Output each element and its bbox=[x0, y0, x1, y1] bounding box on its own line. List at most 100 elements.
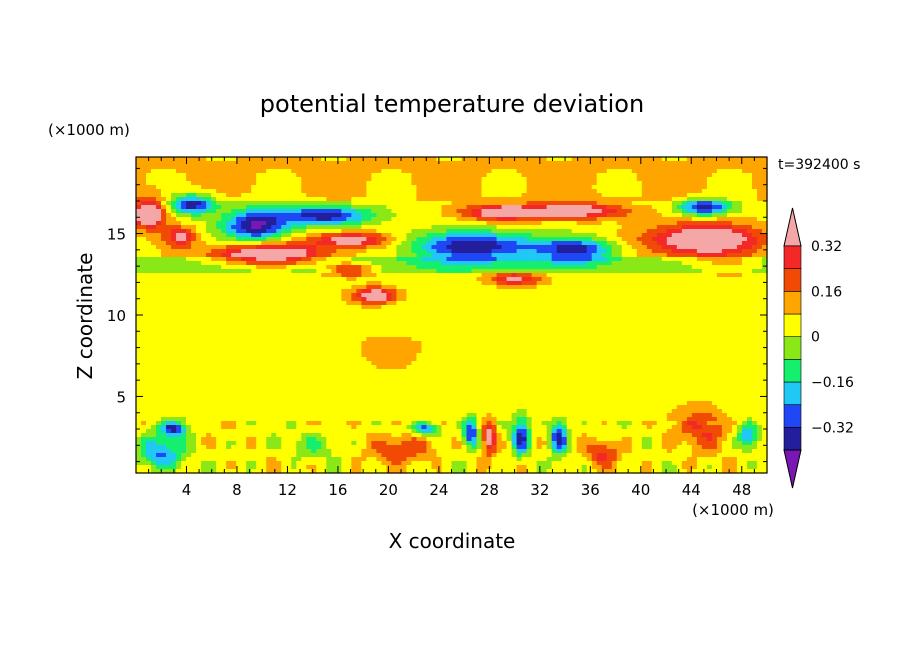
field-cell bbox=[761, 281, 768, 286]
field-cell bbox=[136, 201, 142, 206]
field-cell bbox=[556, 233, 563, 238]
field-cell bbox=[526, 253, 533, 258]
field-cell bbox=[356, 313, 362, 318]
field-cell bbox=[466, 281, 473, 286]
field-cell bbox=[541, 181, 548, 186]
field-cell bbox=[751, 209, 758, 214]
field-cell bbox=[686, 197, 693, 202]
field-cell bbox=[651, 221, 658, 226]
field-cell bbox=[456, 297, 463, 302]
field-cell bbox=[471, 229, 478, 234]
field-cell bbox=[236, 205, 242, 210]
field-cell bbox=[446, 217, 453, 222]
field-cell bbox=[491, 297, 498, 302]
field-cell bbox=[426, 205, 433, 210]
field-cell bbox=[316, 293, 322, 298]
field-cell bbox=[736, 221, 743, 226]
field-cell bbox=[201, 205, 207, 210]
field-cell bbox=[146, 169, 152, 174]
field-cell bbox=[396, 213, 403, 218]
field-cell bbox=[306, 221, 312, 226]
field-cell bbox=[166, 225, 172, 230]
field-cell bbox=[671, 237, 678, 242]
field-cell bbox=[136, 269, 142, 274]
field-cell bbox=[496, 185, 503, 190]
field-cell bbox=[756, 241, 763, 246]
field-cell bbox=[361, 257, 367, 262]
field-cell bbox=[646, 273, 653, 278]
field-cell bbox=[761, 309, 768, 314]
field-cell bbox=[226, 313, 232, 318]
field-cell bbox=[556, 201, 563, 206]
field-cell bbox=[311, 285, 317, 290]
field-cell bbox=[671, 261, 678, 266]
field-cell bbox=[351, 277, 357, 282]
field-cell bbox=[586, 233, 593, 238]
field-cell bbox=[521, 245, 528, 250]
field-cell bbox=[546, 217, 553, 222]
field-cell bbox=[391, 165, 398, 170]
field-cell bbox=[246, 197, 252, 202]
field-cell bbox=[616, 277, 623, 282]
field-cell bbox=[376, 217, 382, 222]
field-cell bbox=[231, 301, 237, 306]
field-cell bbox=[611, 269, 618, 274]
field-cell bbox=[286, 273, 292, 278]
field-cell bbox=[311, 193, 317, 198]
field-cell bbox=[271, 281, 277, 286]
field-cell bbox=[361, 305, 367, 310]
field-cell bbox=[656, 169, 663, 174]
field-cell bbox=[546, 269, 553, 274]
field-cell bbox=[336, 177, 342, 182]
field-cell bbox=[231, 241, 237, 246]
field-cell bbox=[526, 173, 533, 178]
field-cell bbox=[261, 221, 267, 226]
field-cell bbox=[296, 213, 302, 218]
field-cell bbox=[606, 201, 613, 206]
field-cell bbox=[671, 221, 678, 226]
field-cell bbox=[476, 241, 483, 246]
field-cell bbox=[161, 221, 167, 226]
field-cell bbox=[671, 165, 678, 170]
field-cell bbox=[746, 249, 753, 254]
field-cell bbox=[286, 225, 292, 230]
field-cell bbox=[721, 201, 728, 206]
field-cell bbox=[416, 277, 423, 282]
field-cell bbox=[226, 197, 232, 202]
field-cell bbox=[336, 273, 342, 278]
field-cell bbox=[531, 249, 538, 254]
field-cell bbox=[636, 165, 643, 170]
field-cell bbox=[726, 261, 733, 266]
field-cell bbox=[591, 177, 598, 182]
field-cell bbox=[476, 261, 483, 266]
field-cell bbox=[566, 177, 573, 182]
field-cell bbox=[261, 281, 267, 286]
field-cell bbox=[316, 221, 322, 226]
field-cell bbox=[596, 269, 603, 274]
field-cell bbox=[556, 217, 563, 222]
field-cell bbox=[611, 309, 618, 314]
field-cell bbox=[376, 297, 382, 302]
field-cell bbox=[141, 177, 147, 182]
field-cell bbox=[721, 209, 728, 214]
field-cell bbox=[326, 169, 332, 174]
field-cell bbox=[216, 305, 222, 310]
field-cell bbox=[341, 245, 347, 250]
field-cell bbox=[201, 177, 207, 182]
field-cell bbox=[256, 217, 262, 222]
field-cell bbox=[761, 289, 768, 294]
field-cell bbox=[271, 253, 277, 258]
field-cell bbox=[591, 209, 598, 214]
field-cell bbox=[166, 297, 172, 302]
field-cell bbox=[656, 261, 663, 266]
field-cell bbox=[431, 305, 438, 310]
field-cell bbox=[481, 213, 488, 218]
field-cell bbox=[596, 261, 603, 266]
field-cell bbox=[236, 313, 242, 318]
field-cell bbox=[266, 225, 272, 230]
field-cell bbox=[346, 221, 352, 226]
field-cell bbox=[531, 161, 538, 166]
field-cell bbox=[481, 193, 488, 198]
field-cell bbox=[431, 265, 438, 270]
field-cell bbox=[536, 201, 543, 206]
